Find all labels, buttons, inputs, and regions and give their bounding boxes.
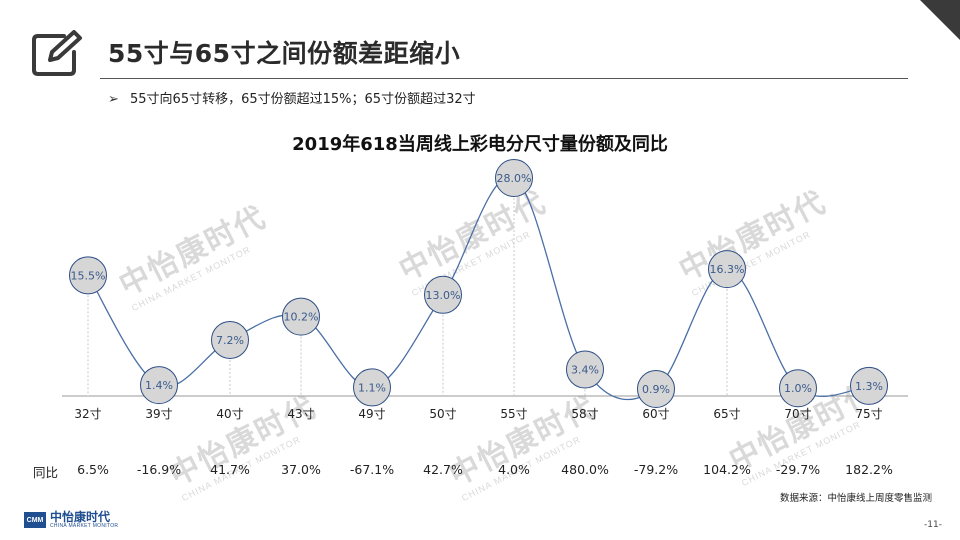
chart-title: 2019年618当周线上彩电分尺寸量份额及同比 xyxy=(292,134,668,155)
yoy-value: -79.2% xyxy=(633,462,679,477)
x-tick-label: 50寸 xyxy=(429,407,456,421)
data-label: 1.0% xyxy=(784,382,812,395)
data-point xyxy=(708,250,746,289)
data-label: 1.1% xyxy=(358,381,386,394)
data-label: 1.3% xyxy=(855,380,883,393)
title-divider xyxy=(100,78,908,79)
logo-name-cn: 中怡康时代 xyxy=(50,510,111,524)
yoy-value: -67.1% xyxy=(349,462,395,477)
yoy-value: 42.7% xyxy=(423,462,463,477)
data-point xyxy=(637,369,675,408)
x-tick-label: 75寸 xyxy=(855,407,882,421)
data-label: 7.2% xyxy=(216,334,244,347)
yoy-value: -16.9% xyxy=(136,462,182,477)
yoy-value: 41.7% xyxy=(210,462,250,477)
data-point xyxy=(282,297,320,336)
page-number: -11- xyxy=(924,520,942,530)
x-tick-label: 39寸 xyxy=(145,407,172,421)
logo-text: 中怡康时代 CHINA MARKET MONITOR xyxy=(50,511,118,529)
data-label: 15.5% xyxy=(71,269,106,282)
x-tick-label: 49寸 xyxy=(358,407,385,421)
data-label: 1.4% xyxy=(145,379,173,392)
x-tick-label: 32寸 xyxy=(74,407,101,421)
data-point xyxy=(424,275,462,314)
bullet-text: 55寸向65寸转移，65寸份额超过15%；65寸份额超过32寸 xyxy=(130,92,476,107)
bullet-arrow-icon: ➢ xyxy=(108,92,119,107)
yoy-row: 同比 6.5% -16.9% 41.7% 37.0% -67.1% 42.7% 4.0% 48… xyxy=(0,462,960,482)
page-title: 55寸与65寸之间份额差距缩小 xyxy=(108,39,461,68)
x-tick-label: 43寸 xyxy=(287,407,314,421)
data-point xyxy=(566,350,604,389)
data-point xyxy=(69,256,107,295)
data-label: 16.3% xyxy=(710,263,745,276)
x-tick-label: 58寸 xyxy=(571,407,598,421)
yoy-label: 同比 xyxy=(33,465,59,480)
data-point xyxy=(140,366,178,405)
data-label: 10.2% xyxy=(284,311,319,324)
x-tick-label: 60寸 xyxy=(642,407,669,421)
company-logo: CMM 中怡康时代 CHINA MARKET MONITOR xyxy=(24,511,118,529)
yoy-value: 4.0% xyxy=(498,462,530,477)
x-tick-label: 65寸 xyxy=(713,407,740,421)
x-tick-label: 55寸 xyxy=(500,407,527,421)
yoy-value: 104.2% xyxy=(703,462,751,477)
data-point xyxy=(353,368,391,407)
data-label: 3.4% xyxy=(571,364,599,377)
data-label: 28.0% xyxy=(497,172,532,185)
data-point xyxy=(779,369,817,408)
yoy-value: 6.5% xyxy=(77,462,109,477)
x-tick-label: 40寸 xyxy=(216,407,243,421)
data-point xyxy=(211,320,249,359)
edit-icon xyxy=(32,30,82,76)
bullet-point: ➢ 55寸向65寸转移，65寸份额超过15%；65寸份额超过32寸 xyxy=(108,88,476,107)
yoy-value: 37.0% xyxy=(281,462,321,477)
logo-name-en: CHINA MARKET MONITOR xyxy=(50,523,119,529)
yoy-value: 182.2% xyxy=(845,462,893,477)
data-point xyxy=(850,366,888,405)
series-line xyxy=(87,176,870,401)
data-label: 0.9% xyxy=(642,383,670,396)
yoy-value: 480.0% xyxy=(561,462,609,477)
yoy-value: -29.7% xyxy=(775,462,821,477)
x-tick-label: 70寸 xyxy=(784,407,811,421)
corner-decoration xyxy=(920,0,960,40)
data-source-note: 数据来源：中怡康线上周度零售监测 xyxy=(779,493,932,504)
logo-mark: CMM xyxy=(24,512,46,528)
data-label: 13.0% xyxy=(426,289,461,302)
data-point xyxy=(495,159,533,197)
